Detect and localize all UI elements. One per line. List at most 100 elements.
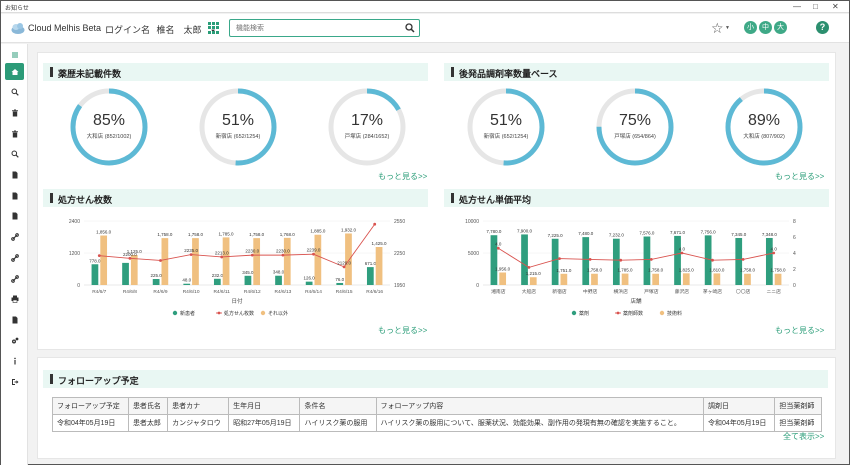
sidebar-item-menu[interactable]: [5, 46, 24, 63]
sidebar-item-document[interactable]: [5, 167, 24, 184]
line-point: [649, 258, 653, 261]
table-cell: 担当薬剤師: [774, 414, 822, 432]
user-name: 椎名 太郎: [156, 25, 202, 35]
data-label: 671.0: [365, 261, 377, 266]
data-label: 1,810.0: [709, 267, 725, 272]
column-header[interactable]: 患者氏名: [127, 397, 169, 415]
bar-薬剤: [765, 237, 773, 285]
y2-tick-label: 4: [793, 251, 796, 257]
donut-percent: 51%: [489, 112, 523, 129]
search-icon: [11, 88, 19, 96]
data-label: 76.0: [335, 277, 344, 282]
prescriptions-panel-header: 処方せん枚数: [43, 189, 428, 207]
font-size-medium-button[interactable]: 中: [759, 21, 772, 34]
chevron-down-icon[interactable]: ▼: [725, 25, 730, 31]
donut-arc: [467, 88, 545, 166]
search-icon[interactable]: [405, 23, 415, 33]
maximize-button[interactable]: □: [813, 2, 818, 11]
unit-price-chart: 10000 5000 0 8 6 4 2 0 7,780.0 1,956.0 湘南店 7,900.0 1…: [465, 219, 796, 317]
bar-新患者: [244, 275, 252, 285]
column-header[interactable]: 生年月日: [228, 397, 301, 415]
bar-それ以外: [222, 237, 230, 285]
bar-それ以外: [283, 237, 291, 285]
x-tick-label: R4/6/15: [336, 289, 353, 295]
sidebar-item-trash[interactable]: [5, 125, 24, 142]
records-more-link[interactable]: もっと見る>>: [378, 172, 428, 181]
donut-percent: 51%: [221, 112, 255, 129]
followup-show-all-link[interactable]: 全て表示>>: [783, 432, 825, 441]
bar-新患者: [336, 282, 344, 285]
legend-marker: [172, 310, 178, 316]
sidebar-item-document[interactable]: [5, 311, 24, 328]
data-label: 1,751.0: [556, 268, 572, 273]
data-label: 1,932.0: [341, 227, 357, 232]
document-icon: [12, 212, 17, 220]
column-header[interactable]: 条件名: [299, 397, 377, 415]
unit-price-more-link[interactable]: もっと見る>>: [775, 326, 825, 335]
login-info[interactable]: ログイン名 椎名 太郎 ▼: [105, 23, 216, 36]
sidebar-item-trash[interactable]: [5, 104, 24, 121]
y2-tick-label: 1950: [394, 283, 405, 289]
app-logo-icon: [11, 23, 25, 34]
x-tick-label: R4/6/7: [92, 289, 106, 295]
bar-新患者: [366, 267, 374, 285]
bar-技術料: [560, 273, 568, 285]
generic-more-link[interactable]: もっと見る>>: [775, 172, 825, 181]
column-header[interactable]: 調剤日: [703, 397, 776, 415]
sidebar-item-document[interactable]: [5, 208, 24, 225]
bar-それ以外: [314, 234, 322, 285]
sidebar-item-home[interactable]: [5, 63, 24, 80]
data-label: 778.0: [89, 258, 101, 263]
column-header[interactable]: フォローアップ予定: [52, 397, 129, 415]
app-grid-icon[interactable]: [208, 22, 220, 34]
font-size-large-button[interactable]: 大: [774, 21, 787, 34]
x-tick-label: 横浜店: [613, 288, 628, 295]
bar-技術料: [591, 273, 598, 285]
column-header[interactable]: フォローアップ内容: [375, 397, 705, 415]
sidebar-item-search[interactable]: [5, 146, 24, 163]
sidebar-item-printer[interactable]: [5, 291, 24, 308]
donut-percent: 75%: [618, 112, 652, 129]
bar-薬剤: [674, 235, 681, 285]
close-button[interactable]: ✕: [832, 2, 839, 11]
bar-技術料: [529, 277, 537, 285]
x-tick-label: 戸塚店: [644, 288, 659, 295]
sidebar-item-link[interactable]: [5, 249, 24, 266]
search-input[interactable]: [236, 20, 406, 36]
bar-薬剤: [704, 235, 712, 285]
x-tick-label: 中野店: [583, 288, 598, 295]
table-cell: 患者太郎: [127, 414, 169, 432]
favorite-star-icon[interactable]: ☆: [711, 20, 724, 36]
table-cell: 令和04年05月19日: [52, 414, 129, 432]
column-header[interactable]: 患者カナ: [167, 397, 230, 415]
sidebar-item-link[interactable]: [5, 229, 24, 246]
donut-arc: [596, 88, 674, 166]
bar-薬剤: [521, 234, 528, 285]
column-header[interactable]: 担当薬剤師: [774, 397, 822, 415]
data-label: 4.0: [679, 247, 686, 252]
data-label: 126.0: [304, 276, 316, 281]
menu-icon: [11, 52, 18, 57]
sidebar-item-logout[interactable]: [5, 374, 24, 391]
bar-技術料: [774, 273, 782, 285]
line-point: [588, 258, 592, 261]
sidebar-item-search[interactable]: [5, 84, 24, 101]
sidebar-item-gears[interactable]: [5, 332, 24, 349]
donut-percent: 89%: [747, 112, 781, 129]
minimize-button[interactable]: —: [793, 2, 801, 11]
help-button[interactable]: ?: [816, 21, 829, 34]
x-tick-label: 藤沢店: [675, 288, 690, 295]
font-size-small-button[interactable]: 小: [744, 21, 757, 34]
line-point: [342, 265, 346, 269]
sidebar-item-link[interactable]: [5, 270, 24, 287]
prescriptions-more-link[interactable]: もっと見る>>: [378, 326, 428, 335]
sidebar-item-info[interactable]: [5, 353, 24, 370]
donut-label: 大和店 (807/902): [743, 134, 785, 140]
legend-marker: [260, 310, 266, 316]
data-label: 7,232.0: [609, 233, 625, 238]
bar-薬剤: [735, 237, 743, 285]
table-row[interactable]: 令和04年05月19日 患者太郎 カンジャタロウ 昭和27年05月19日 ハイリスク薬の…: [52, 414, 822, 432]
donut-label: 戸塚店 (654/864): [614, 134, 656, 140]
sidebar-item-document[interactable]: [5, 187, 24, 204]
data-label: 2230.0: [245, 249, 259, 254]
